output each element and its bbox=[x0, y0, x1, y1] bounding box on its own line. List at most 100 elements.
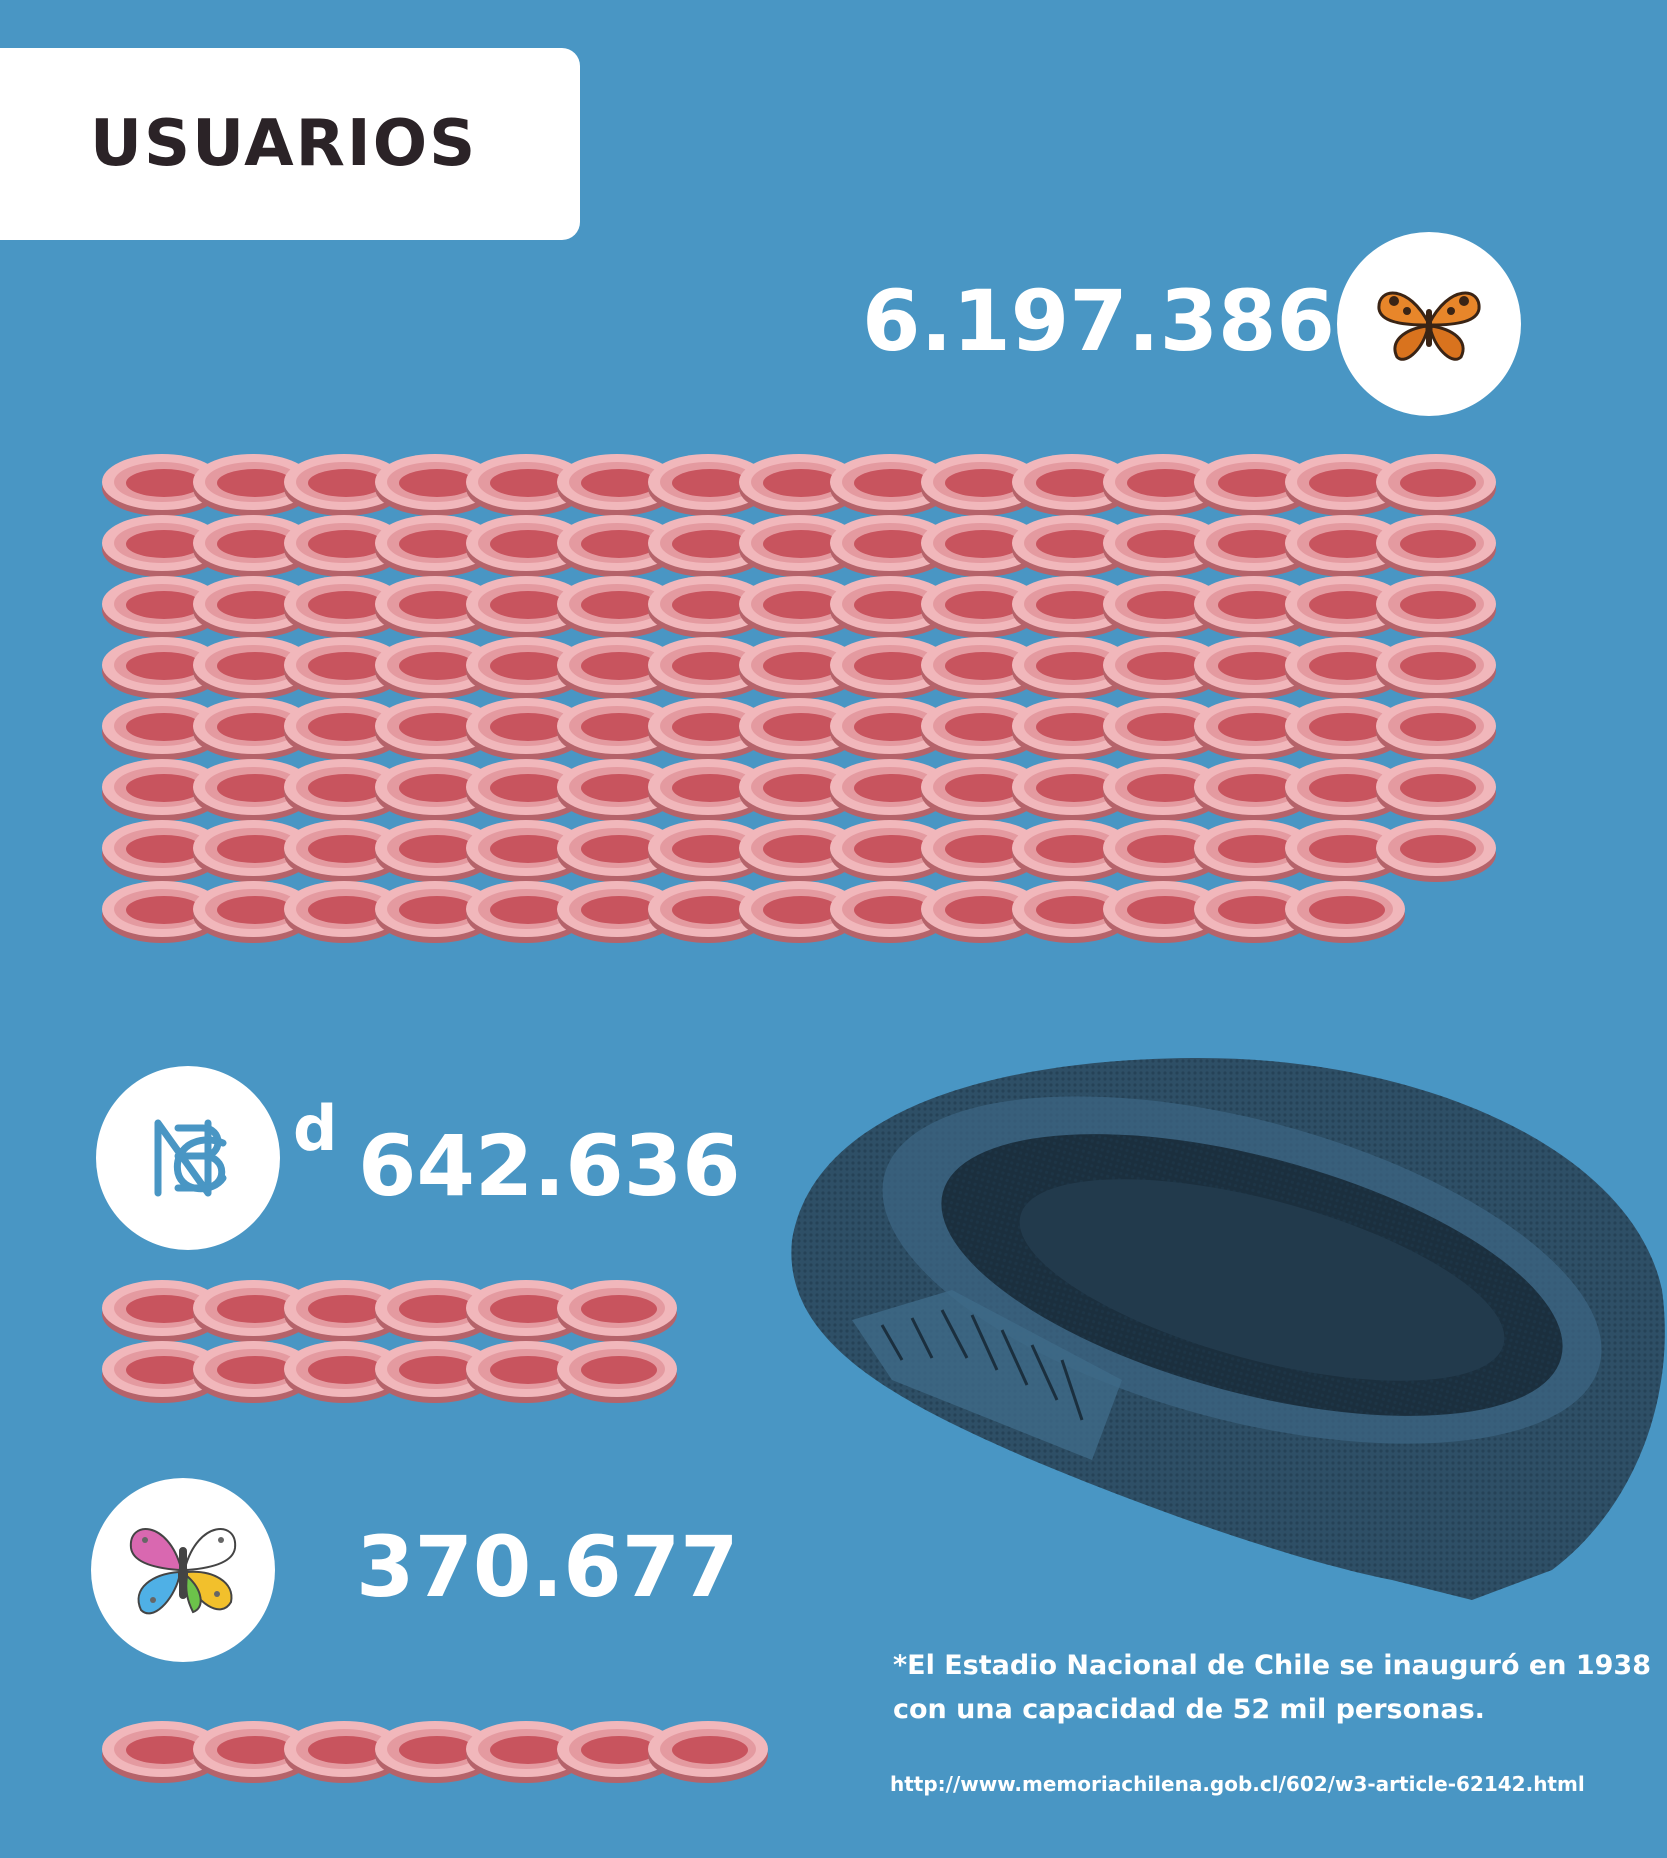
stadium-token bbox=[1103, 759, 1223, 821]
stadium-token bbox=[1103, 454, 1223, 516]
stadium-token bbox=[102, 637, 222, 699]
stadium-token bbox=[557, 759, 677, 821]
stadium-token bbox=[648, 576, 768, 638]
stadium-token bbox=[1103, 637, 1223, 699]
stadium-token bbox=[1012, 759, 1132, 821]
stadium-token bbox=[1376, 637, 1496, 699]
count-prefix: d bbox=[293, 1092, 338, 1165]
stadium-token bbox=[284, 454, 404, 516]
source-link[interactable]: http://www.memoriachilena.gob.cl/602/w3-… bbox=[890, 1772, 1585, 1796]
stadium-token bbox=[284, 820, 404, 882]
stadium-token bbox=[1103, 698, 1223, 760]
stadium-token bbox=[102, 576, 222, 638]
stadium-token bbox=[830, 515, 950, 577]
stadium-token bbox=[1285, 759, 1405, 821]
stadium-token bbox=[739, 820, 859, 882]
stadium-token bbox=[466, 1280, 586, 1342]
stadium-token bbox=[466, 698, 586, 760]
stadium-token bbox=[739, 698, 859, 760]
stadium-illustration bbox=[791, 1057, 1665, 1600]
stadium-token bbox=[1194, 820, 1314, 882]
stadium-token bbox=[739, 454, 859, 516]
stadium-token bbox=[1285, 881, 1405, 943]
stadium-token bbox=[375, 454, 495, 516]
stadium-token bbox=[921, 881, 1041, 943]
stadium-token bbox=[466, 1721, 586, 1783]
stadium-token bbox=[1103, 820, 1223, 882]
stadium-token bbox=[1285, 698, 1405, 760]
stadium-token bbox=[102, 1721, 222, 1783]
stadium-token bbox=[1194, 759, 1314, 821]
stadium-token bbox=[739, 515, 859, 577]
stadium-token bbox=[375, 1721, 495, 1783]
stadium-token bbox=[375, 820, 495, 882]
stadium-token bbox=[193, 759, 313, 821]
stadium-token bbox=[648, 698, 768, 760]
stadium-token bbox=[1285, 576, 1405, 638]
monogram-logo-icon bbox=[96, 1066, 280, 1250]
stadium-token bbox=[1194, 698, 1314, 760]
stadium-token bbox=[1376, 698, 1496, 760]
stadium-token bbox=[466, 515, 586, 577]
stadium-token bbox=[830, 454, 950, 516]
stadium-token bbox=[557, 515, 677, 577]
page-title: USUARIOS bbox=[90, 107, 478, 181]
stadium-token bbox=[739, 759, 859, 821]
butterfly-colored-icon bbox=[91, 1478, 275, 1662]
stadium-token bbox=[375, 759, 495, 821]
stadium-token bbox=[830, 637, 950, 699]
stadium-token bbox=[193, 1341, 313, 1403]
stadium-token bbox=[1376, 515, 1496, 577]
stadium-token bbox=[193, 576, 313, 638]
stadium-token bbox=[1285, 637, 1405, 699]
stadium-token bbox=[466, 881, 586, 943]
stadium-token bbox=[193, 820, 313, 882]
stadium-token bbox=[557, 1341, 677, 1403]
stadium-token bbox=[1194, 454, 1314, 516]
stadium-token bbox=[557, 1280, 677, 1342]
stadium-token bbox=[375, 515, 495, 577]
stadium-token bbox=[921, 454, 1041, 516]
stadium-token bbox=[466, 820, 586, 882]
stadium-token bbox=[1285, 820, 1405, 882]
stadium-token bbox=[193, 1721, 313, 1783]
users-count-3: 370.677 bbox=[356, 1518, 739, 1616]
stadium-token bbox=[1376, 454, 1496, 516]
stadium-token bbox=[1285, 515, 1405, 577]
stadium-token bbox=[830, 759, 950, 821]
stadium-token bbox=[557, 820, 677, 882]
stadium-token bbox=[1376, 576, 1496, 638]
stadium-token bbox=[921, 759, 1041, 821]
stadium-token bbox=[1194, 637, 1314, 699]
stadium-token bbox=[1376, 759, 1496, 821]
stadium-token bbox=[648, 454, 768, 516]
stadium-token bbox=[1012, 515, 1132, 577]
stadium-token bbox=[557, 1721, 677, 1783]
stadium-token bbox=[1103, 515, 1223, 577]
stadium-token bbox=[102, 1341, 222, 1403]
stadium-token bbox=[739, 881, 859, 943]
stadium-token bbox=[102, 698, 222, 760]
stadium-token bbox=[1103, 576, 1223, 638]
stadium-token bbox=[921, 820, 1041, 882]
footnote: *El Estadio Nacional de Chile se inaugur… bbox=[893, 1650, 1652, 1725]
stadium-token bbox=[102, 454, 222, 516]
stadium-token bbox=[284, 1280, 404, 1342]
stadium-token bbox=[284, 1341, 404, 1403]
stadium-token bbox=[193, 1280, 313, 1342]
stadium-token bbox=[375, 881, 495, 943]
stadium-token bbox=[375, 1280, 495, 1342]
stadium-token bbox=[830, 820, 950, 882]
title-card: USUARIOS bbox=[0, 48, 580, 240]
stadium-token bbox=[557, 881, 677, 943]
users-count-1: 6.197.386 bbox=[862, 272, 1335, 370]
stadium-token bbox=[1376, 820, 1496, 882]
stadium-token bbox=[830, 881, 950, 943]
stadium-token bbox=[375, 698, 495, 760]
stadium-token bbox=[1103, 881, 1223, 943]
stadium-token bbox=[648, 820, 768, 882]
stadium-token bbox=[193, 881, 313, 943]
stadium-token bbox=[739, 576, 859, 638]
stadium-token bbox=[921, 637, 1041, 699]
stadium-token bbox=[557, 576, 677, 638]
